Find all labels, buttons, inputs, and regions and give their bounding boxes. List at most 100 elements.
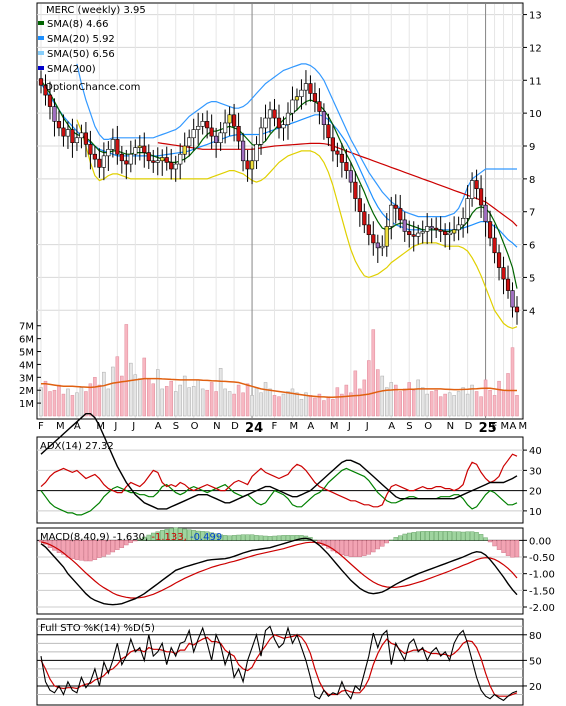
volume-bar [277,396,281,417]
candle-body [290,99,295,114]
x-axis-label: F [492,421,498,432]
volume-bar [200,388,205,417]
adx-lines [40,413,518,516]
macd-line [40,537,518,606]
x-axis-label: S [173,421,179,432]
candle-body [312,93,318,102]
volume-bar [196,379,200,417]
volume-bar [425,393,429,417]
volume-bar [326,396,331,417]
macd-histogram-bar [227,535,232,541]
stoch-lines [40,625,518,702]
candle-body [362,211,367,226]
candle-body [160,157,165,162]
volume-bar [420,387,425,417]
macd-y-axis: 0.00 -0.50 -1.00 -1.50 -2.00 [523,536,555,614]
candle-body [335,150,340,155]
adx-y-axis: 10 20 30 40 [523,446,542,518]
volume-bar [488,389,492,417]
volume-bar [506,373,510,417]
macd-histogram-bar [357,540,363,557]
volume-tick-label: 2M [19,386,34,397]
candle-body [514,306,520,313]
candle-body [38,78,44,86]
volume-bar [120,375,124,417]
candle-body [308,83,313,94]
volume-bar [335,387,340,417]
macd-histogram-bar [384,540,389,544]
candle-body [92,153,97,160]
candle-body [65,129,71,137]
macd-histogram-bar [460,531,466,541]
volume-bar [385,387,389,417]
macd-histogram-bar [74,540,80,560]
candle-body [398,208,403,221]
x-axis-label: A [155,421,162,432]
adx-tick-label: 10 [529,507,542,518]
candle-body [128,153,133,165]
price-tick-label: 9 [529,142,535,153]
candle-body [294,96,300,101]
macd-histogram-bar [429,531,434,541]
candle-body [425,226,430,232]
macd-histogram-bar [492,540,497,547]
macd-histogram-bar [97,540,102,558]
candle-body [389,204,394,227]
candle-body [97,158,102,168]
volume-bar [245,383,250,417]
x-axis-label: M [96,421,105,432]
volume-bar [156,369,160,417]
macd-signal-line [40,541,518,599]
volume-bar [304,392,308,417]
macd-histogram-bar [83,540,89,562]
volume-bar [313,397,317,417]
candle-body [249,160,255,170]
volume-bar [93,377,97,417]
volume-bar [515,395,519,417]
volume-bar [43,380,48,417]
chart-title: MERC (weekly) 3.95 [46,5,146,16]
macd-histogram-bar [92,540,98,560]
bollinger-lower-line [76,119,518,330]
volume-bar [510,347,515,417]
macd-histogram-bar [501,540,506,553]
candle-body [474,180,479,190]
volume-bar [394,384,398,417]
macd-histogram-bar [344,540,349,556]
macd-histogram-bar [380,540,385,547]
x-axis-label: J [365,421,369,432]
macd-histogram-bar [218,534,223,541]
macd-histogram-bar [222,535,228,541]
candle-body [47,94,53,107]
candle-body [267,109,273,119]
volume-bar [209,382,214,417]
x-axis-label: O [424,421,432,432]
macd-tick-label: -1.50 [529,586,555,597]
volume-bar [182,375,187,417]
macd-histogram-bar [398,535,403,541]
candle-body [357,198,362,213]
candle-body [411,234,416,237]
legend-label-sma20: SMA(20) 5.92 [47,34,115,45]
macd-histogram-bar [474,532,479,541]
candle-body [124,160,129,165]
price-tick-label: 5 [529,273,535,284]
x-axis-label: J [347,421,351,432]
macd-histogram-bar [267,536,273,541]
volume-bar [160,388,164,417]
macd-histogram-bar [465,531,470,541]
candle-body [164,157,169,163]
volume-bar [429,391,434,417]
candle-body [452,229,457,234]
volume-bar [138,378,142,417]
x-axis-label: D [231,421,239,432]
price-gridlines [37,4,523,705]
x-axis-label: 25 [479,421,497,436]
macd-histogram-bar [451,531,457,541]
candle-body [384,226,389,247]
macd-title: MACD(8,40,9) -1.630, -1.133, -0.499 [40,532,222,543]
volume-bar [389,382,394,417]
macd-histogram-bar [438,531,443,541]
candle-body [438,229,443,232]
